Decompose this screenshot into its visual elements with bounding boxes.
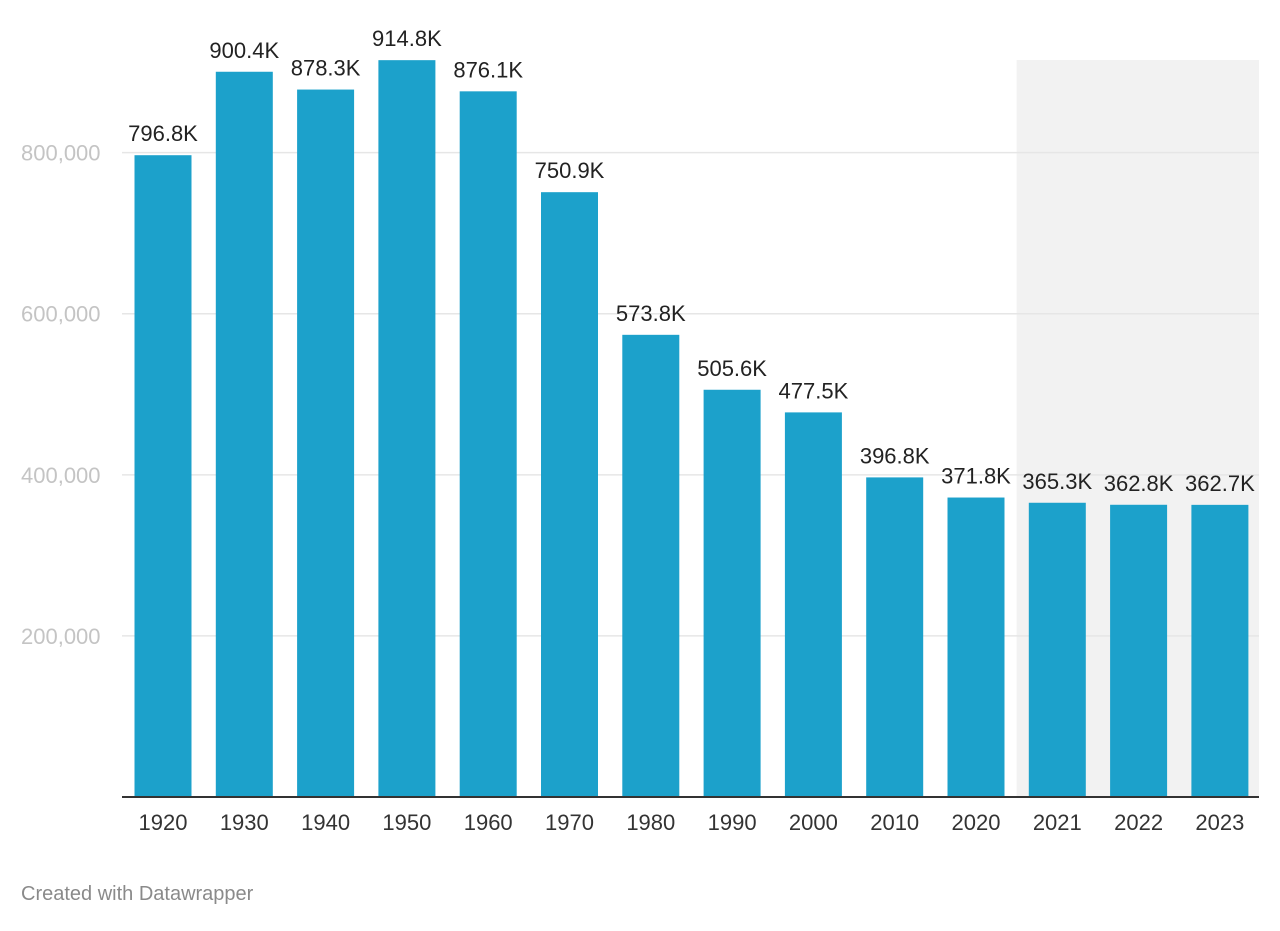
data-label: 505.6K [697, 356, 767, 381]
bar [947, 497, 1005, 797]
bar [1110, 504, 1168, 797]
data-label: 876.1K [453, 57, 523, 82]
bar [134, 155, 192, 797]
bar [215, 71, 273, 798]
bar [784, 412, 842, 797]
bar [866, 477, 924, 797]
y-tick-label: 400,000 [21, 463, 101, 488]
bar [459, 91, 517, 797]
data-label: 365.3K [1022, 469, 1092, 494]
y-tick-label: 600,000 [21, 302, 101, 327]
x-tick-label: 2023 [1195, 810, 1244, 835]
data-label: 796.8K [128, 121, 198, 146]
x-tick-label: 2020 [952, 810, 1001, 835]
bar [541, 192, 598, 797]
bar [622, 334, 680, 797]
y-tick-label: 200,000 [21, 624, 101, 649]
data-label: 396.8K [860, 443, 930, 468]
x-tick-label: 1950 [382, 810, 431, 835]
credit-footer: Created with Datawrapper [21, 883, 254, 905]
x-tick-label: 2021 [1033, 810, 1082, 835]
data-label: 477.5K [779, 378, 849, 403]
data-label: 750.9K [535, 158, 605, 183]
x-tick-label: 1920 [139, 810, 188, 835]
data-label: 878.3K [291, 56, 361, 81]
data-label: 362.7K [1185, 471, 1255, 496]
x-tick-label: 1980 [626, 810, 675, 835]
data-label: 900.4K [209, 38, 279, 63]
x-tick-label: 2010 [870, 810, 919, 835]
data-label: 362.8K [1104, 471, 1174, 496]
x-tick-label: 1960 [464, 810, 513, 835]
bar [703, 389, 761, 797]
x-tick-label: 1930 [220, 810, 269, 835]
data-label: 573.8K [616, 301, 686, 326]
x-tick-label: 2022 [1114, 810, 1163, 835]
x-tick-label: 1970 [545, 810, 594, 835]
y-tick-label: 800,000 [21, 141, 101, 166]
bar [1028, 502, 1086, 797]
bar [297, 89, 355, 797]
x-tick-label: 2000 [789, 810, 838, 835]
x-tick-label: 1990 [708, 810, 757, 835]
bar [1191, 504, 1249, 797]
bar [378, 60, 436, 798]
data-label: 914.8K [372, 26, 442, 51]
x-tick-label: 1940 [301, 810, 350, 835]
bar-chart: 200,000 400,000 600,000 800,000 796.8K 1920 90… [21, 26, 1259, 835]
data-label: 371.8K [941, 464, 1011, 489]
